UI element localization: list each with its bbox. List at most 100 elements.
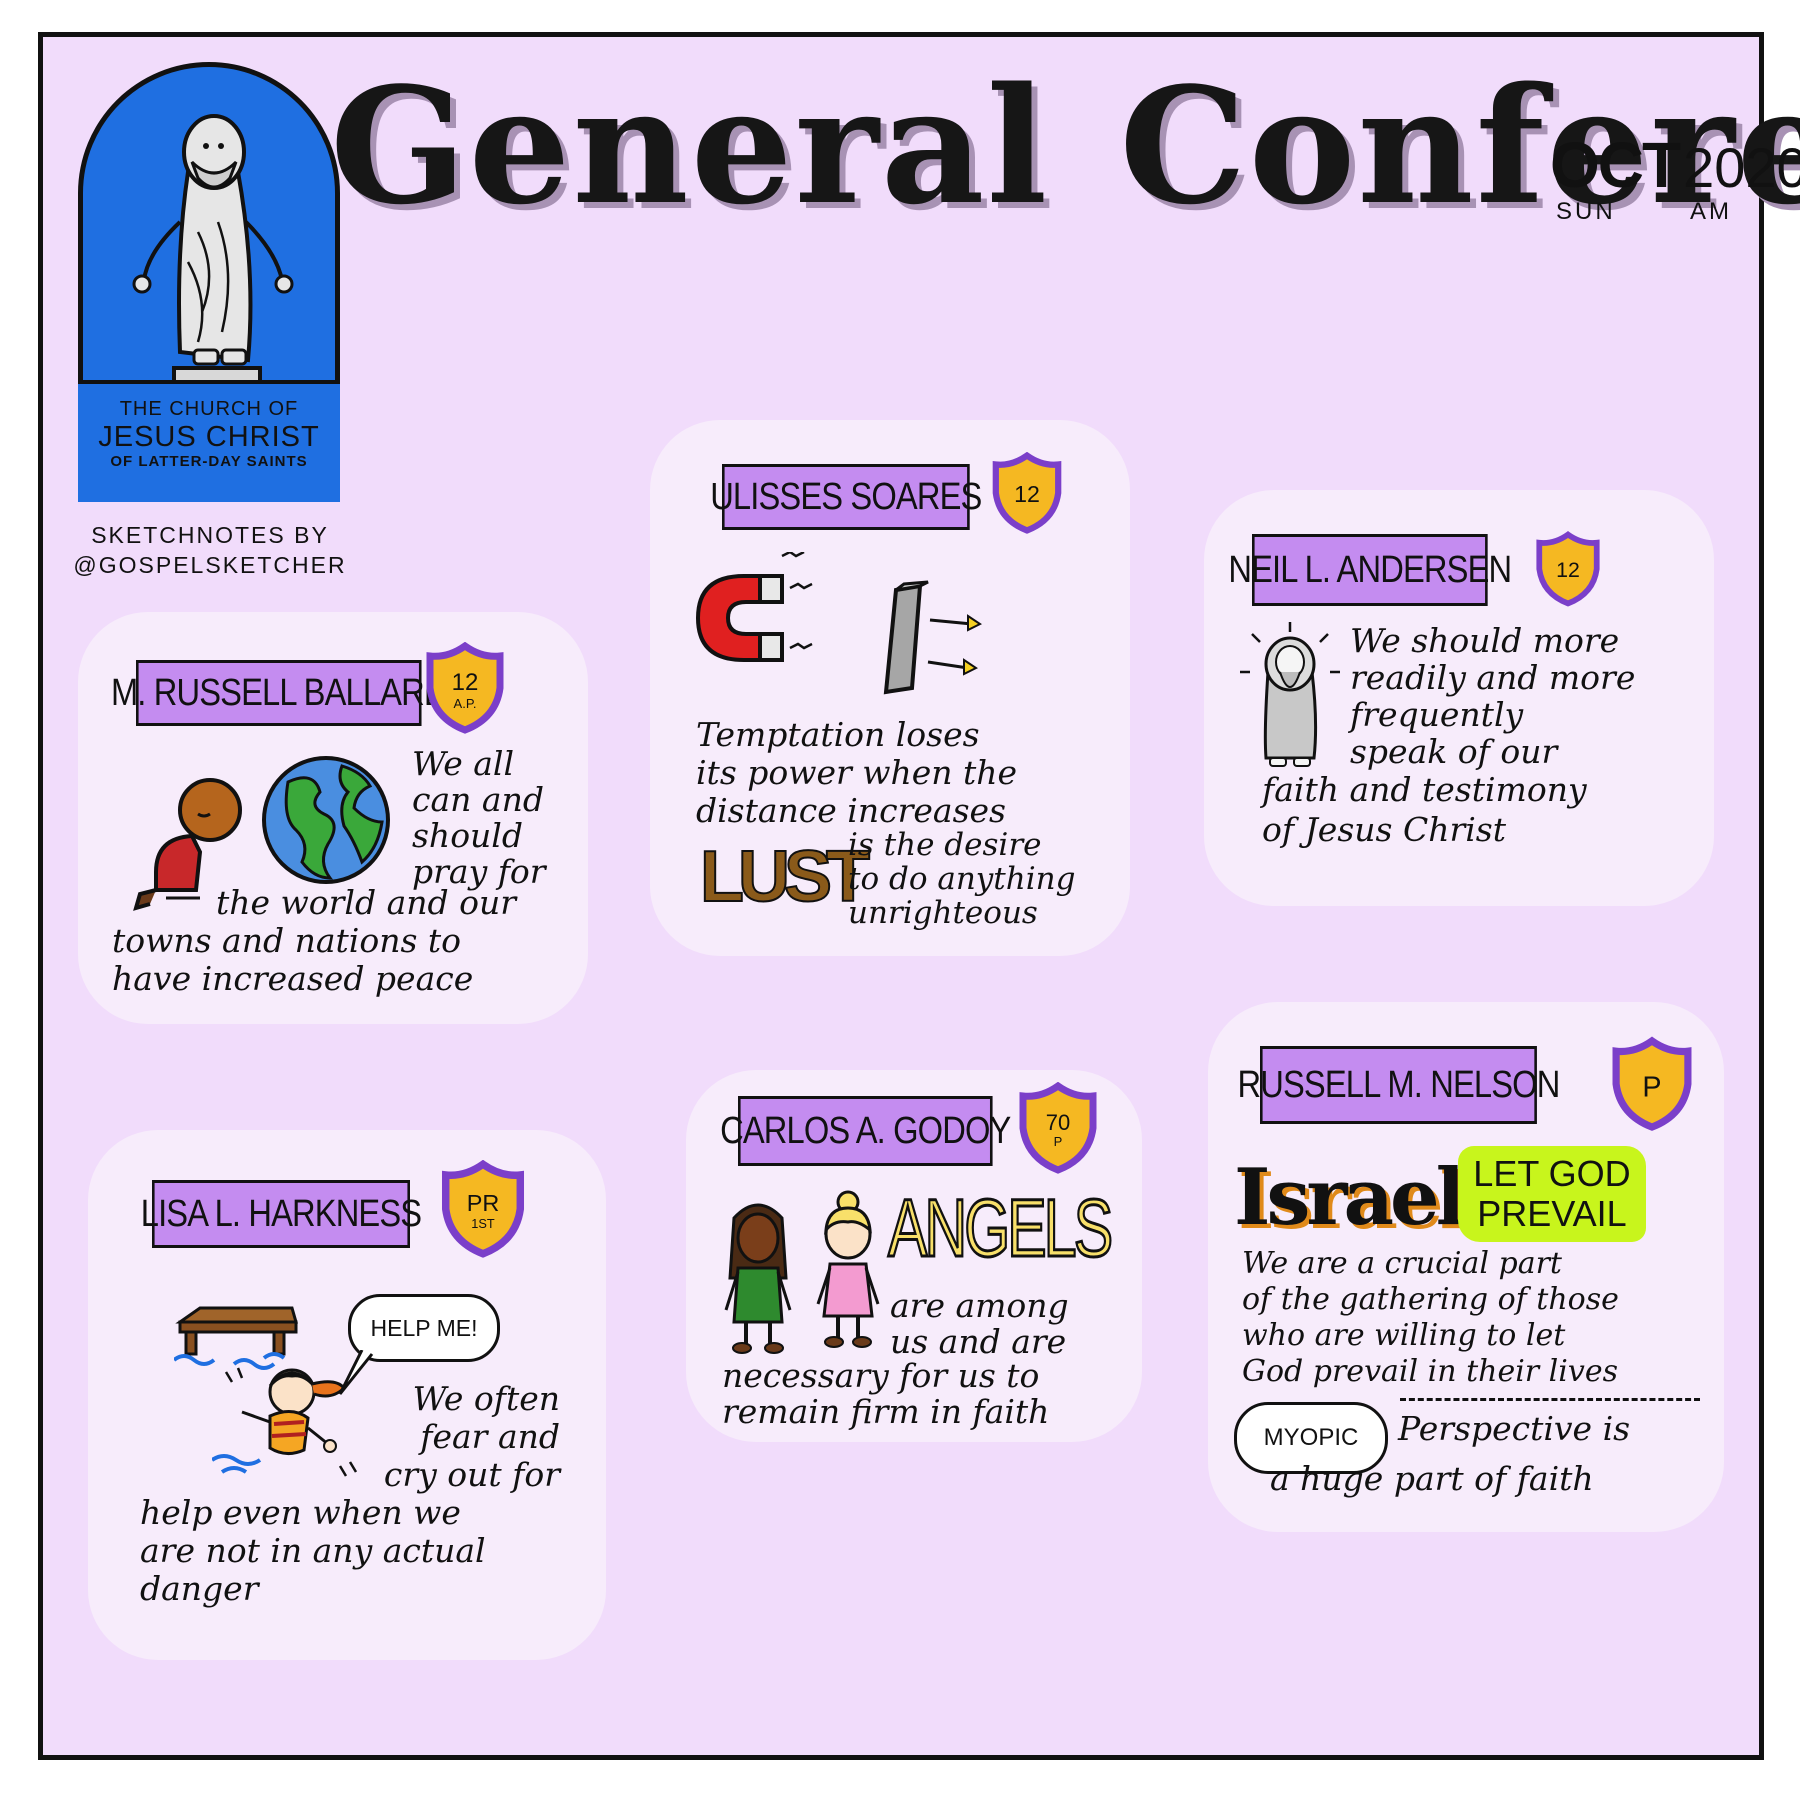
andersen-text-2: readily and more bbox=[1350, 658, 1636, 697]
girl-pink-dress-icon bbox=[816, 1190, 880, 1348]
speaker-name-ballard: M. RUSSELL BALLARD bbox=[111, 660, 447, 726]
andersen-text-5: faith and testimony bbox=[1262, 770, 1587, 809]
let-god-prevail-highlight: LET GOD PREVAIL bbox=[1458, 1146, 1646, 1242]
godoy-text-1: are among bbox=[890, 1286, 1069, 1325]
myopic-bubble-text: MYOPIC bbox=[1263, 1424, 1359, 1451]
godoy-quote-bottom: necessary for us to remain firm in faith bbox=[722, 1358, 1049, 1430]
credit-line-2: @GOSPELSKETCHER bbox=[73, 552, 347, 578]
badge-bottom-harkness: 1ST bbox=[471, 1216, 495, 1231]
ballard-text-7: have increased peace bbox=[112, 959, 474, 998]
shield-badge-icon: PR 1ST bbox=[441, 1160, 525, 1258]
girl-green-dress-icon bbox=[724, 1203, 792, 1354]
ballard-text-2: can and bbox=[412, 780, 544, 819]
nelson-text-4: God prevail in their lives bbox=[1242, 1354, 1618, 1389]
harkness-text-5: are not in any actual bbox=[140, 1531, 486, 1570]
harkness-text-4: help even when we bbox=[140, 1493, 461, 1532]
badge-top-soares: 12 bbox=[1014, 481, 1040, 507]
speaker-name-nelson: RUSSELL M. NELSON bbox=[1237, 1046, 1560, 1124]
shield-badge-icon: 12 bbox=[1536, 531, 1600, 607]
ballard-quote-top: We all can and should pray for bbox=[412, 746, 546, 890]
session-day: SUN bbox=[1556, 198, 1616, 225]
nelson-text-2: of the gathering of those bbox=[1242, 1282, 1619, 1317]
page-title: General Conference bbox=[330, 36, 1800, 256]
badge-bottom-godoy: P bbox=[1054, 1134, 1063, 1149]
badge-top-godoy: 70 bbox=[1046, 1110, 1070, 1135]
shield-badge-icon: P bbox=[1612, 1036, 1692, 1131]
godoy-big-word: ANGELS bbox=[887, 1182, 1114, 1276]
harkness-text-3: cry out for bbox=[383, 1455, 560, 1494]
harkness-quote-bottom: help even when we are not in any actual … bbox=[140, 1494, 486, 1608]
soares-text-5: to do anything bbox=[848, 861, 1076, 897]
session-time: AM bbox=[1690, 198, 1732, 225]
christus-statue-icon bbox=[132, 114, 294, 392]
godoy-text-3: necessary for us to bbox=[722, 1356, 1040, 1395]
nelson-quote: We are a crucial part of the gathering o… bbox=[1242, 1246, 1619, 1390]
nelson-text-5: Perspective is bbox=[1398, 1409, 1631, 1448]
swimming-girl-icon bbox=[212, 1367, 358, 1477]
christ-figure-icon bbox=[1240, 622, 1340, 767]
andersen-text-1: We should more bbox=[1350, 621, 1620, 660]
nelson-text-1: We are a crucial part bbox=[1242, 1246, 1562, 1281]
badge-top-ballard: 12 bbox=[452, 669, 479, 696]
andersen-text-4: speak of our bbox=[1350, 732, 1558, 771]
dashed-divider bbox=[1400, 1398, 1700, 1401]
nelson-text-6: a huge part of faith bbox=[1270, 1459, 1594, 1498]
date-year: 2020 bbox=[1683, 136, 1800, 199]
ballard-quote-bottom: the world and our towns and nations to h… bbox=[112, 884, 516, 998]
sketchnote-credit: SKETCHNOTES BY @GOSPELSKETCHER bbox=[60, 520, 360, 580]
help-speech-bubble: HELP ME! bbox=[348, 1294, 500, 1362]
date-month: OCT bbox=[1550, 129, 1681, 201]
shield-badge-icon: 70 P bbox=[1019, 1082, 1097, 1174]
soares-definition: is the desire to do anything unrighteous bbox=[848, 828, 1075, 930]
badge-top-andersen: 12 bbox=[1556, 558, 1580, 582]
credit-line-1: SKETCHNOTES BY bbox=[91, 522, 329, 548]
session-date: OCT2020 SUN AM bbox=[1550, 128, 1800, 226]
nelson-big-word: Israel: bbox=[1234, 1152, 1490, 1243]
andersen-quote-bottom: faith and testimony of Jesus Christ bbox=[1262, 770, 1587, 850]
shield-badge-icon: 12 bbox=[992, 452, 1062, 534]
title-word-general: General bbox=[330, 52, 1050, 240]
harkness-text-6: danger bbox=[140, 1569, 259, 1608]
harkness-text-1: We often bbox=[412, 1379, 560, 1418]
myopic-speech-bubble: MYOPIC bbox=[1234, 1402, 1388, 1474]
title-word-conference: Conference bbox=[1119, 52, 1800, 240]
andersen-quote-top: We should more readily and more frequent… bbox=[1350, 622, 1635, 770]
soares-text-4: is the desire bbox=[848, 827, 1042, 863]
soares-text-2: its power when the bbox=[696, 753, 1018, 792]
soares-big-word: LUST bbox=[699, 836, 871, 918]
soares-text-1: Temptation loses bbox=[696, 715, 980, 754]
badge-bottom-ballard: A.P. bbox=[454, 696, 477, 711]
help-speech-text: HELP ME! bbox=[370, 1314, 478, 1341]
soares-quote: Temptation loses its power when the dist… bbox=[696, 716, 1017, 830]
badge-top-harkness: PR bbox=[467, 1190, 500, 1216]
ballard-text-1: We all bbox=[412, 744, 515, 783]
ballard-text-3: should bbox=[412, 816, 523, 855]
ballard-text-6: towns and nations to bbox=[112, 921, 462, 960]
dock-icon bbox=[174, 1306, 298, 1370]
nelson-text-3: who are willing to let bbox=[1242, 1318, 1566, 1353]
church-logo: THE CHURCH OF JESUS CHRIST OF LATTER-DAY… bbox=[78, 62, 340, 502]
godoy-quote-top: are among us and are bbox=[890, 1288, 1069, 1360]
speaker-name-andersen: NEIL L. ANDERSEN bbox=[1228, 534, 1512, 606]
shield-badge-icon: 12 A.P. bbox=[426, 642, 504, 734]
speech-tail-icon bbox=[338, 1350, 374, 1395]
soares-text-6: unrighteous bbox=[848, 895, 1038, 931]
soares-text-3: distance increases bbox=[696, 791, 1006, 830]
godoy-text-4: remain firm in faith bbox=[722, 1392, 1050, 1431]
metal-bar-icon bbox=[883, 580, 982, 695]
highlight-line-1: LET GOD bbox=[1473, 1153, 1631, 1194]
harkness-text-2: fear and bbox=[420, 1417, 560, 1456]
andersen-text-3: frequently bbox=[1350, 695, 1524, 734]
logo-line-3: OF LATTER-DAY SAINTS bbox=[110, 453, 308, 470]
highlight-line-2: PREVAIL bbox=[1477, 1193, 1627, 1234]
logo-line-2: JESUS CHRIST bbox=[98, 421, 320, 453]
badge-top-nelson: P bbox=[1642, 1071, 1661, 1103]
logo-nameplate: THE CHURCH OF JESUS CHRIST OF LATTER-DAY… bbox=[78, 380, 340, 502]
speaker-name-harkness: LISA L. HARKNESS bbox=[141, 1180, 422, 1248]
magnet-icon bbox=[695, 552, 813, 662]
ballard-text-4: pray for bbox=[412, 852, 546, 891]
speaker-name-soares: ULISSES SOARES bbox=[710, 464, 982, 530]
logo-line-1: THE CHURCH OF bbox=[119, 398, 299, 420]
godoy-text-2: us and are bbox=[890, 1322, 1067, 1361]
globe-icon bbox=[262, 756, 390, 884]
